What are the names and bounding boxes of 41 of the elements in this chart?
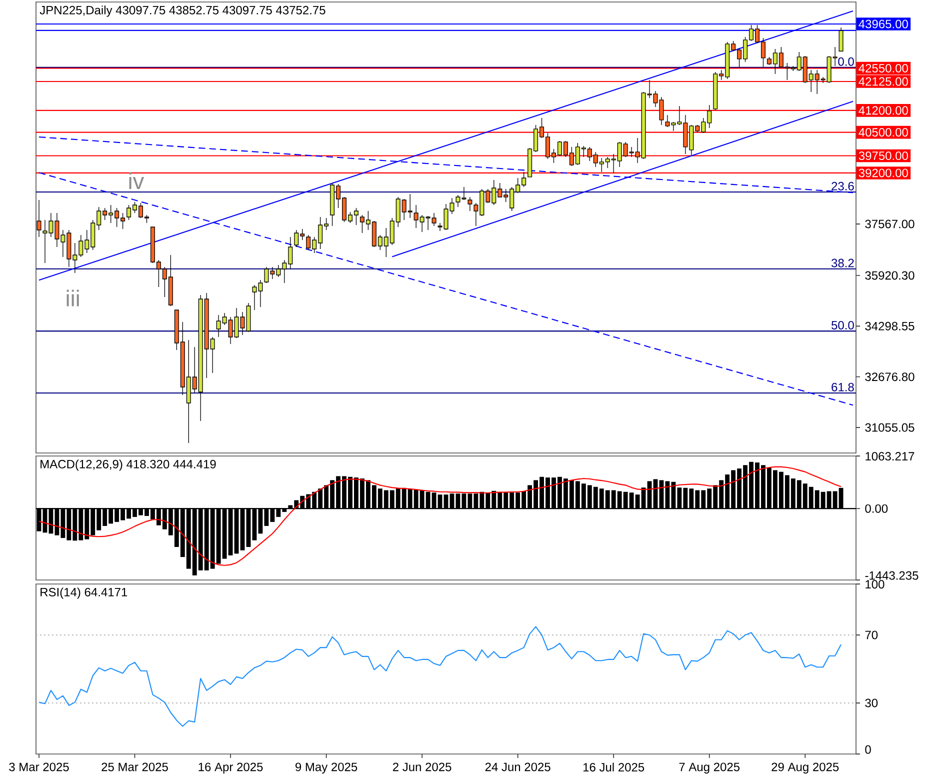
x-tick-label: 3 Mar 2025 — [9, 762, 69, 772]
ref-line-label: 39750.00 — [858, 152, 908, 160]
y-tick-label: 70 — [865, 630, 878, 640]
x-tick-label: 24 Jun 2025 — [485, 762, 550, 772]
x-tick-label: 2 Jun 2025 — [392, 762, 452, 772]
x-tick-label: 16 Apr 2025 — [198, 762, 263, 774]
y-tick-label: 31055.05 — [865, 423, 914, 432]
x-tick-label: 16 Jul 2025 — [583, 762, 644, 772]
annotation: 61.8 — [832, 382, 854, 392]
chart-title: RSI(14) 64.4171 — [40, 588, 128, 599]
y-tick-label: 32676.80 — [865, 372, 914, 382]
annotation: 38.2 — [832, 258, 854, 268]
candlestick — [468, 196, 472, 212]
x-tick-label: 7 Aug 2025 — [679, 762, 740, 774]
annotation: 23.6 — [832, 182, 854, 190]
x-tick-label: 25 Mar 2025 — [102, 762, 168, 772]
x-tick-label: 29 Aug 2025 — [772, 762, 839, 774]
ref-line-label: 43965.00 — [858, 20, 908, 28]
y-tick-label: 37567.00 — [865, 220, 914, 228]
y-tick-label: 0 — [865, 745, 871, 754]
candlestick — [36, 200, 42, 238]
ref-line-label: 39200.00 — [858, 168, 908, 178]
y-tick-label: 30 — [865, 698, 878, 708]
ref-line-label: 40500.00 — [858, 128, 908, 137]
annotation: iii — [66, 290, 79, 306]
y-tick-label: 0.00 — [865, 504, 888, 513]
y-tick-label: -1443.235 — [865, 571, 918, 580]
annotation: 50.0 — [832, 320, 854, 330]
x-tick-label: 9 May 2025 — [296, 762, 358, 774]
chart-title: MACD(12,26,9) 418.320 444.419 — [40, 460, 216, 471]
y-tick-label: 100 — [866, 580, 884, 589]
ref-line-label: 42550.00 — [858, 64, 908, 72]
y-tick-label: 34298.55 — [865, 322, 914, 330]
annotation: 0.0 — [838, 57, 854, 66]
y-tick-label: 35920.30 — [865, 271, 914, 280]
ref-line-label: 42125.00 — [858, 77, 908, 86]
ref-line-label: 41200.00 — [858, 106, 908, 115]
annotation: iv — [129, 172, 144, 189]
candlestick — [838, 27, 844, 52]
chart-title: JPN225,Daily 43097.75 43852.75 43097.75 43752.75 — [40, 6, 326, 17]
y-tick-label: 1063.217 — [866, 452, 914, 461]
